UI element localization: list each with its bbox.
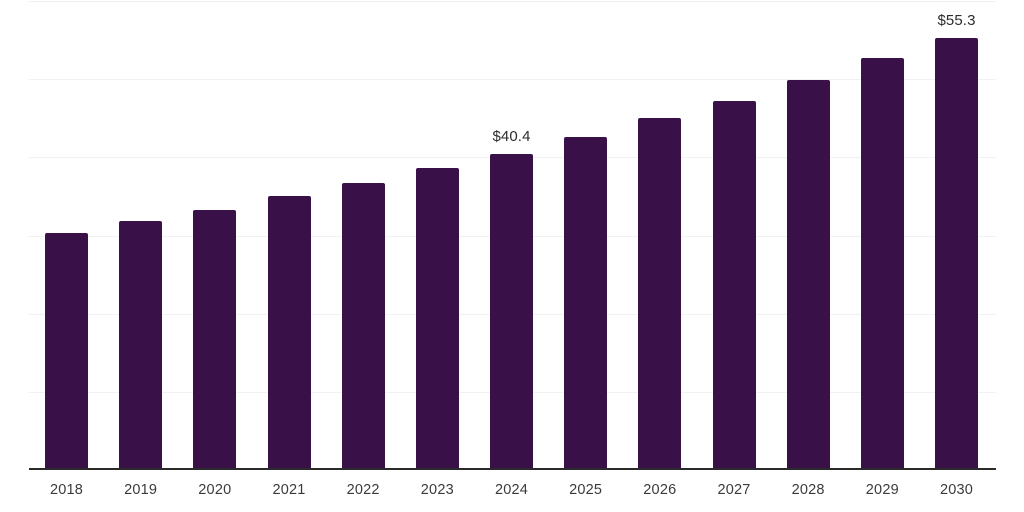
x-tick-label-2030: 2030 (939, 482, 974, 498)
bar-2029[interactable] (860, 58, 904, 470)
bar-2025[interactable] (564, 137, 608, 470)
x-tick-label-2022: 2022 (346, 482, 380, 498)
x-tick-label-2028: 2028 (791, 482, 825, 498)
x-tick-label-2024: 2024 (494, 482, 529, 498)
bar-2019[interactable] (119, 221, 163, 470)
x-axis-line (29, 468, 996, 470)
bar-2018[interactable] (45, 233, 88, 470)
bar-2028[interactable] (786, 79, 830, 470)
bar-2027[interactable] (712, 101, 756, 470)
bar-2026[interactable] (638, 118, 682, 470)
x-tick-label-2021: 2021 (272, 482, 306, 498)
x-tick-label-2025: 2025 (569, 482, 603, 498)
bar-2023[interactable] (415, 168, 459, 470)
x-tick-label-2029: 2029 (865, 482, 899, 498)
x-tick-label-2020: 2020 (198, 482, 232, 498)
x-tick-label-2018: 2018 (49, 482, 84, 498)
bar-2024[interactable] (490, 154, 533, 470)
bar-value-label-2030: $55.3 (937, 11, 976, 29)
bar-value-label-2024: $40.4 (492, 128, 531, 146)
gridline (29, 1, 996, 2)
x-tick-label-2023: 2023 (420, 482, 454, 498)
bar-2020[interactable] (193, 209, 237, 470)
bar-2022[interactable] (341, 183, 385, 470)
bar-2021[interactable] (267, 196, 311, 470)
bar-2030[interactable] (935, 37, 978, 470)
x-tick-label-2027: 2027 (717, 482, 751, 498)
gridline (29, 79, 996, 81)
x-tick-label-2026: 2026 (643, 482, 677, 498)
x-tick-label-2019: 2019 (124, 482, 158, 498)
gridline (29, 470, 996, 471)
